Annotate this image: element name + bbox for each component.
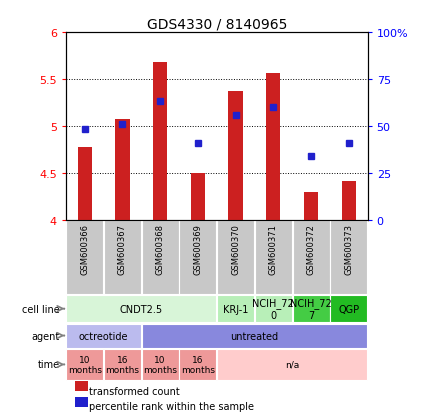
Text: 16
months: 16 months: [105, 355, 139, 374]
Bar: [142, 221, 178, 295]
Text: GSM600367: GSM600367: [118, 223, 127, 274]
Bar: [304, 193, 318, 221]
Text: untreated: untreated: [230, 331, 278, 341]
Bar: [66, 221, 103, 295]
Bar: [66, 296, 216, 322]
Bar: [217, 221, 254, 295]
Bar: [255, 296, 292, 322]
Text: 16
months: 16 months: [181, 355, 215, 374]
Text: time: time: [38, 360, 60, 370]
Text: 10
months: 10 months: [143, 355, 177, 374]
Bar: [179, 349, 216, 380]
Text: GSM600372: GSM600372: [306, 223, 315, 274]
Bar: [292, 221, 329, 295]
Text: NCIH_72
7: NCIH_72 7: [290, 298, 332, 320]
Text: KRJ-1: KRJ-1: [223, 304, 248, 314]
Bar: [75, 397, 88, 407]
Bar: [330, 221, 367, 295]
Bar: [115, 119, 130, 221]
Bar: [153, 63, 167, 221]
Bar: [229, 91, 243, 221]
Text: GSM600366: GSM600366: [80, 223, 89, 274]
Bar: [142, 349, 178, 380]
Bar: [179, 221, 216, 295]
Bar: [330, 296, 367, 322]
Text: cell line: cell line: [22, 304, 60, 314]
Text: NCIH_72
0: NCIH_72 0: [252, 298, 294, 320]
Text: GSM600369: GSM600369: [193, 223, 202, 274]
Text: percentile rank within the sample: percentile rank within the sample: [89, 401, 255, 411]
Bar: [104, 221, 141, 295]
Text: GSM600368: GSM600368: [156, 223, 164, 274]
Text: transformed count: transformed count: [89, 386, 180, 396]
Text: GSM600371: GSM600371: [269, 223, 278, 274]
Bar: [292, 296, 329, 322]
Text: QGP: QGP: [338, 304, 359, 314]
Bar: [217, 349, 367, 380]
Text: GSM600373: GSM600373: [344, 223, 353, 274]
Bar: [191, 174, 205, 221]
Text: CNDT2.5: CNDT2.5: [120, 304, 163, 314]
Bar: [66, 324, 141, 348]
Text: octreotide: octreotide: [79, 331, 128, 341]
Bar: [78, 148, 92, 221]
Text: 10
months: 10 months: [68, 355, 102, 374]
Title: GDS4330 / 8140965: GDS4330 / 8140965: [147, 18, 287, 32]
Bar: [142, 324, 367, 348]
Bar: [104, 349, 141, 380]
Bar: [75, 381, 88, 391]
Bar: [255, 221, 292, 295]
Bar: [217, 296, 254, 322]
Bar: [66, 349, 103, 380]
Bar: [266, 74, 280, 221]
Bar: [342, 181, 356, 221]
Text: agent: agent: [31, 331, 60, 341]
Text: n/a: n/a: [285, 360, 299, 369]
Text: GSM600370: GSM600370: [231, 223, 240, 274]
